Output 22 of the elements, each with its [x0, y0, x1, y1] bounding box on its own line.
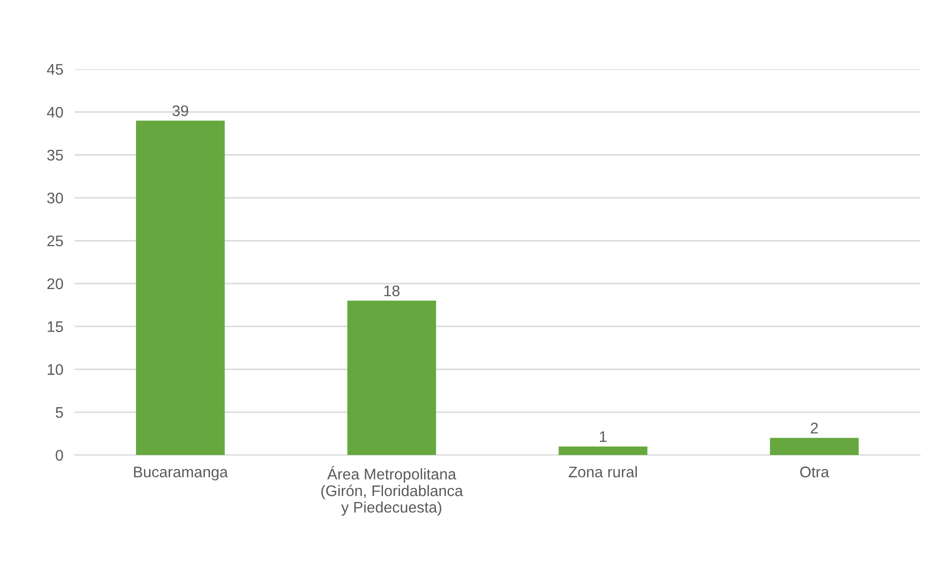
data-label: 1 [600, 431, 607, 442]
x-tick-label: Área Metropolitana (Girón, Floridablanca y Piedecuesta) [321, 466, 464, 516]
x-tick-label: Otra [800, 466, 830, 478]
y-tick-label: 40 [46, 106, 64, 118]
data-label: 39 [172, 105, 188, 116]
y-tick-label: 25 [47, 236, 63, 246]
y-tick-label: 15 [48, 321, 63, 332]
y-tick-label: 20 [47, 278, 64, 290]
y-tick-label: 30 [47, 192, 64, 204]
x-tick-label: Bucaramanga [134, 466, 228, 480]
y-tick-label: 45 [46, 64, 63, 75]
x-tick-label: Zona rural [568, 466, 637, 478]
y-tick-label: 0 [56, 450, 64, 461]
bar [770, 438, 859, 456]
data-label: 2 [810, 422, 818, 434]
bar [347, 300, 436, 456]
bar [558, 446, 648, 456]
bar [136, 120, 225, 456]
y-tick-label: 10 [48, 364, 64, 375]
data-label: 18 [384, 285, 400, 296]
y-tick-label: 35 [47, 150, 63, 161]
y-tick-label: 5 [56, 407, 63, 418]
